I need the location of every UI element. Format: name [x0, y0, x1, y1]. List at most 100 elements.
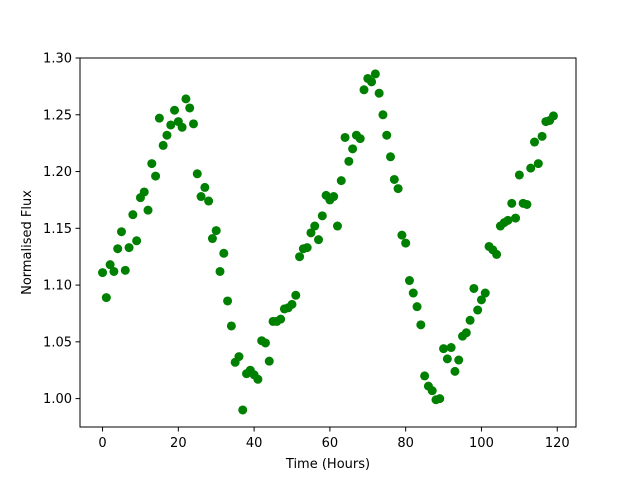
data-point	[348, 144, 358, 154]
data-point	[530, 137, 540, 147]
data-point	[374, 88, 384, 98]
data-point	[442, 354, 452, 364]
data-point	[480, 288, 490, 298]
data-point	[101, 293, 111, 303]
x-tick-label: 60	[322, 436, 339, 451]
data-point	[223, 296, 233, 306]
data-point	[378, 110, 388, 120]
data-point	[158, 140, 168, 150]
data-point	[302, 243, 312, 253]
data-point	[450, 366, 460, 376]
data-point	[367, 77, 377, 87]
data-point	[511, 213, 521, 223]
data-point	[264, 356, 274, 366]
data-point	[200, 182, 210, 192]
data-point	[329, 192, 339, 202]
x-tick-label: 40	[246, 436, 263, 451]
data-point	[389, 174, 399, 184]
data-point	[416, 320, 426, 330]
data-point	[507, 198, 517, 208]
data-point	[397, 230, 407, 240]
y-tick-label: 1.25	[43, 108, 72, 123]
data-points	[98, 69, 558, 415]
data-point	[420, 371, 430, 381]
data-point	[332, 221, 342, 231]
data-point	[162, 130, 172, 140]
data-point	[386, 152, 396, 162]
y-tick-label: 1.00	[43, 392, 72, 407]
x-axis-label: Time (Hours)	[285, 457, 370, 472]
data-point	[139, 187, 149, 197]
data-point	[238, 405, 248, 415]
data-point	[317, 211, 327, 221]
data-point	[109, 266, 119, 276]
data-point	[177, 122, 187, 132]
data-point	[181, 94, 191, 104]
data-point	[253, 374, 263, 384]
data-point	[207, 234, 217, 244]
data-point	[404, 276, 414, 286]
y-tick-label: 1.30	[43, 52, 72, 67]
data-point	[454, 355, 464, 365]
y-tick-label: 1.15	[43, 222, 72, 237]
data-point	[204, 196, 214, 206]
data-point	[151, 171, 161, 181]
data-point	[408, 288, 418, 298]
data-point	[143, 205, 153, 215]
data-point	[234, 352, 244, 362]
data-point	[533, 159, 543, 169]
data-point	[439, 344, 449, 354]
data-point	[469, 283, 479, 293]
y-axis-label: Normalised Flux	[20, 190, 35, 295]
data-point	[188, 119, 198, 129]
x-tick-label: 80	[397, 436, 414, 451]
data-point	[314, 235, 324, 245]
data-point	[465, 315, 475, 325]
data-point	[336, 176, 346, 186]
data-point	[548, 111, 558, 121]
data-point	[412, 302, 422, 312]
data-point	[226, 321, 236, 331]
data-point	[295, 252, 305, 262]
y-axis-ticks: 1.00 1.05 1.10 1.15 1.20 1.25 1.30	[43, 52, 80, 407]
data-point	[170, 105, 180, 115]
y-tick-label: 1.05	[43, 335, 72, 350]
data-point	[166, 120, 176, 130]
data-point	[359, 85, 369, 95]
data-point	[503, 215, 513, 225]
data-point	[526, 163, 536, 173]
data-point	[306, 228, 316, 238]
x-tick-label: 0	[98, 436, 106, 451]
data-point	[196, 192, 206, 202]
data-point	[128, 210, 138, 220]
data-point	[310, 221, 320, 231]
x-tick-label: 120	[545, 436, 570, 451]
data-point	[192, 169, 202, 179]
data-point	[113, 244, 123, 254]
data-point	[147, 159, 157, 169]
data-point	[355, 134, 365, 144]
data-point	[522, 199, 532, 209]
data-point	[492, 249, 502, 259]
plot-frame	[79, 57, 577, 428]
data-point	[514, 170, 524, 180]
data-point	[344, 156, 354, 166]
data-point	[215, 266, 225, 276]
x-tick-label: 20	[170, 436, 187, 451]
y-tick-label: 1.20	[43, 165, 72, 180]
data-point	[116, 227, 126, 237]
data-point	[291, 290, 301, 300]
data-point	[132, 236, 142, 246]
data-point	[393, 184, 403, 194]
data-point	[435, 394, 445, 404]
data-point	[260, 338, 270, 348]
data-point	[370, 69, 380, 79]
data-point	[427, 386, 437, 396]
data-point	[537, 131, 547, 141]
data-point	[446, 343, 456, 353]
data-point	[287, 299, 297, 309]
data-point	[461, 328, 471, 338]
data-point	[340, 132, 350, 142]
x-tick-label: 100	[469, 436, 494, 451]
